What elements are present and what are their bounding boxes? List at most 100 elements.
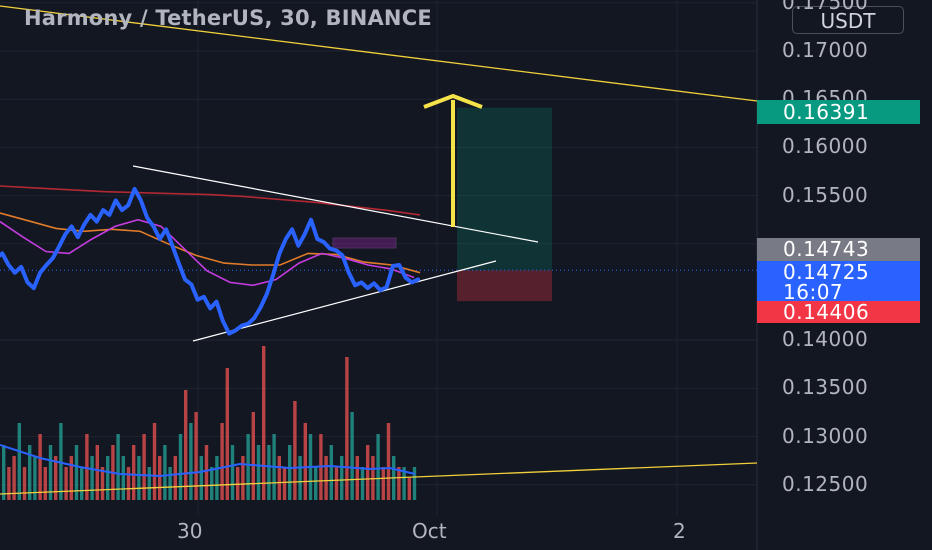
time-tick-oct: Oct	[412, 519, 447, 543]
volume-bar	[137, 456, 141, 500]
volume-bar	[267, 445, 271, 500]
volume-bar	[355, 456, 359, 500]
price-tick: 0.17000	[782, 38, 869, 62]
volume-bar	[381, 467, 385, 500]
volume-bar	[340, 456, 344, 500]
current-price-tag: 0.14725 16:07	[757, 260, 920, 304]
volume-bar	[314, 467, 318, 500]
volume-bar	[100, 467, 105, 500]
volume-bar	[256, 445, 261, 500]
stop-price-tag: 0.14406	[757, 301, 920, 323]
current-price-label: 0.14725	[783, 260, 870, 284]
volume-bar	[90, 456, 94, 500]
ma-long-line	[0, 185, 421, 216]
volume-bar	[386, 423, 391, 500]
volume-bar	[69, 456, 73, 500]
volume-ma-line	[0, 444, 416, 478]
volume-bar	[12, 456, 16, 500]
price-tick: 0.15500	[782, 182, 869, 207]
volume-bar	[241, 456, 245, 500]
volume-bar	[371, 456, 375, 500]
triangle-lower-line	[192, 260, 497, 342]
volume-bar	[121, 456, 125, 500]
volume-bar	[189, 423, 193, 500]
volume-bar	[7, 467, 11, 500]
volume-bar	[282, 467, 287, 500]
volume-bar	[2, 445, 6, 500]
volume-bar	[251, 412, 255, 500]
chart-title: Harmony / TetherUS, 30, BINANCE	[24, 6, 432, 30]
volume-bar	[64, 467, 68, 500]
volume-bar	[324, 456, 328, 500]
volume-bar	[246, 434, 250, 500]
volume-bar	[126, 467, 131, 500]
target-zone	[457, 107, 552, 271]
volume-bar	[85, 434, 89, 500]
price-line	[0, 186, 421, 336]
volume-bar	[132, 445, 136, 500]
volume-bar	[303, 423, 307, 500]
volume-bar	[350, 412, 354, 500]
volume-bar	[225, 368, 229, 500]
volume-bar	[334, 467, 339, 500]
target-price-tag: 0.16391	[757, 100, 920, 124]
price-tick: 0.14000	[782, 327, 869, 352]
volume-bar	[116, 434, 120, 500]
volume-bar	[54, 456, 58, 500]
volume-bar	[43, 467, 47, 500]
volume-bar	[376, 434, 380, 500]
volume-bar	[262, 346, 266, 500]
bar-countdown: 16:07	[783, 280, 844, 304]
volume-bar	[95, 445, 99, 500]
volume-bar	[412, 467, 417, 500]
highlight-box	[332, 237, 397, 249]
volume-bar	[152, 423, 157, 500]
volume-bar	[163, 445, 167, 500]
currency-button[interactable]: USDT	[792, 6, 904, 34]
time-tick-30: 30	[177, 519, 203, 543]
volume-bar	[106, 456, 110, 500]
volume-bar	[345, 357, 349, 500]
volume-bar	[407, 478, 411, 500]
support-trendline	[0, 462, 758, 495]
volume-bar	[298, 456, 302, 500]
volume-bar	[210, 467, 214, 500]
volume-bar	[360, 467, 365, 500]
volume-bar	[230, 445, 235, 500]
price-tick: 0.17500	[782, 0, 869, 14]
volume-bar	[22, 467, 27, 500]
price-tick: 0.13000	[782, 423, 869, 448]
resistance-trendline	[0, 5, 758, 102]
volume-bar	[236, 467, 240, 500]
triangle-upper-line	[132, 165, 539, 243]
volume-bar	[199, 456, 203, 500]
volume-bar	[184, 390, 188, 500]
volume-bar	[293, 401, 297, 500]
volume-bar	[288, 445, 292, 500]
volume-bar	[329, 445, 333, 500]
volume-bar	[402, 467, 406, 500]
volume-bar	[17, 423, 21, 500]
volume-bar	[277, 456, 281, 500]
time-tick-2: 2	[673, 519, 686, 543]
target-arrow-head	[423, 94, 483, 109]
price-tick: 0.13500	[782, 375, 869, 400]
volume-bar	[142, 434, 146, 500]
volume-bar	[48, 445, 53, 500]
volume-bar	[38, 434, 42, 500]
volume-bar	[194, 412, 198, 500]
volume-bar	[59, 423, 63, 500]
price-tick: 0.12500	[782, 471, 869, 496]
volume-bar	[28, 445, 32, 500]
volume-bar	[173, 456, 177, 500]
volume-bar	[397, 467, 401, 500]
volume-bar	[366, 445, 370, 500]
price-tick: 0.16000	[782, 134, 869, 159]
volume-bar	[178, 434, 183, 500]
volume-bar	[33, 456, 37, 500]
volume-bar	[168, 467, 172, 500]
volume-bar	[158, 456, 162, 500]
volume-bar	[215, 456, 219, 500]
stop-zone	[457, 270, 552, 302]
